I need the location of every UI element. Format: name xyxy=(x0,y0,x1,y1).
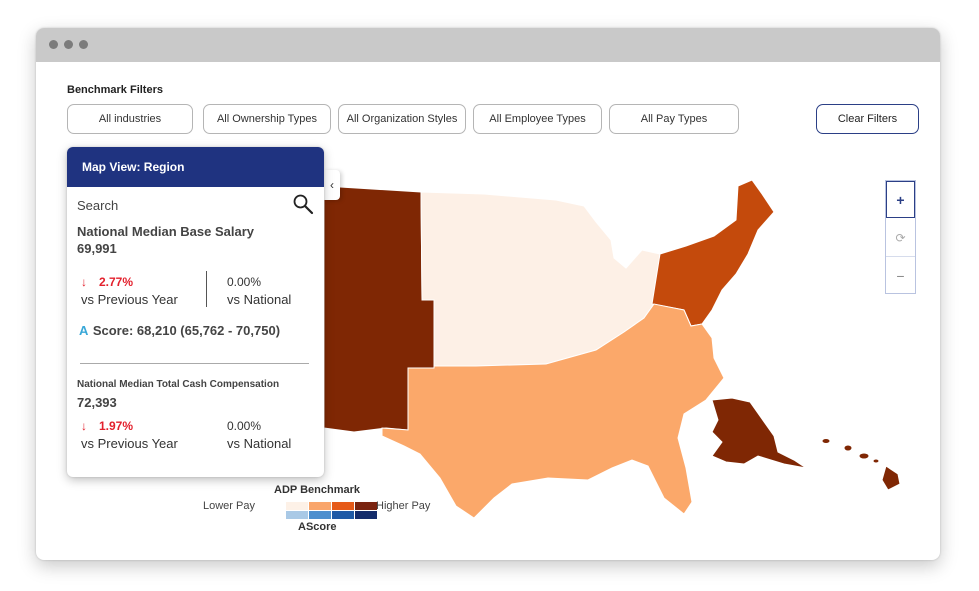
legend-pay-swatch xyxy=(286,502,308,510)
window-dot-icon[interactable] xyxy=(79,40,88,49)
legend-ascore-swatch xyxy=(355,511,377,519)
refresh-icon[interactable]: ⟳ xyxy=(886,219,915,257)
arrow-down-icon: ↓ xyxy=(81,419,87,433)
divider xyxy=(80,363,309,364)
chevron-left-icon[interactable]: ‹ xyxy=(324,170,340,200)
organization-styles-filter-button[interactable]: All Organization Styles xyxy=(338,104,466,134)
legend-ascore-swatch xyxy=(332,511,354,519)
region-hawaii[interactable] xyxy=(821,438,831,444)
legend-lower-pay: Lower Pay xyxy=(203,500,255,512)
zoom-controls: + ⟳ − xyxy=(885,180,916,294)
search-label[interactable]: Search xyxy=(77,198,119,213)
total-cash-nat-pct: 0.00% xyxy=(227,419,262,433)
benchmark-filters-title: Benchmark Filters xyxy=(67,84,163,96)
base-salary-prev-pct: 2.77% xyxy=(99,275,134,289)
window-titlebar xyxy=(36,28,940,62)
total-cash-label: National Median Total Cash Compensation xyxy=(77,379,280,390)
region-hawaii[interactable] xyxy=(881,465,901,491)
map-info-panel: Map View: Region Search National Median … xyxy=(67,147,324,477)
ascore-text: Score: 68,210 (65,762 - 70,750) xyxy=(92,323,281,338)
region-northeast[interactable] xyxy=(651,179,775,327)
window-dot-icon[interactable] xyxy=(64,40,73,49)
legend-ascore-swatch xyxy=(286,511,308,519)
window-dot-icon[interactable] xyxy=(49,40,58,49)
legend-pay-swatch xyxy=(309,502,331,510)
region-hawaii[interactable] xyxy=(843,444,853,452)
employee-types-filter-button[interactable]: All Employee Types xyxy=(473,104,602,134)
region-hawaii[interactable] xyxy=(858,452,870,460)
region-hawaii[interactable] xyxy=(872,458,880,464)
base-salary-label: National Median Base Salary xyxy=(77,224,255,239)
browser-window: Benchmark Filters All industries All Own… xyxy=(36,28,940,560)
panel-header: Map View: Region xyxy=(67,147,324,187)
ownership-types-filter-button[interactable]: All Ownership Types xyxy=(203,104,331,134)
industries-filter-button[interactable]: All industries xyxy=(67,104,193,134)
plus-icon[interactable]: + xyxy=(886,181,915,218)
divider xyxy=(206,271,207,307)
region-south[interactable] xyxy=(381,303,725,519)
total-cash-nat-label: vs National xyxy=(227,436,292,451)
ascore-row: A Score: 68,210 (65,762 - 70,750) xyxy=(79,322,280,340)
clear-filters-button[interactable]: Clear Filters xyxy=(816,104,919,134)
base-salary-nat-label: vs National xyxy=(227,292,292,307)
search-icon[interactable] xyxy=(292,193,314,220)
base-salary-value: 69,991 xyxy=(77,241,117,256)
base-salary-prev-label: vs Previous Year xyxy=(81,292,178,307)
us-region-map xyxy=(323,179,901,519)
ascore-letter: A xyxy=(79,323,89,338)
legend-title: ADP Benchmark xyxy=(274,484,360,496)
total-cash-prev-label: vs Previous Year xyxy=(81,436,178,451)
region-alaska[interactable] xyxy=(711,397,807,469)
arrow-down-icon: ↓ xyxy=(81,275,87,289)
pay-types-filter-button[interactable]: All Pay Types xyxy=(609,104,739,134)
legend-higher-pay: Higher Pay xyxy=(376,500,431,512)
legend-pay-swatch xyxy=(332,502,354,510)
minus-icon[interactable]: − xyxy=(896,267,905,284)
total-cash-prev-pct: 1.97% xyxy=(99,419,134,433)
legend-ascore-swatch xyxy=(309,511,331,519)
legend-pay-swatch xyxy=(355,502,377,510)
total-cash-value: 72,393 xyxy=(77,395,117,410)
legend-ascore-title: AScore xyxy=(298,521,337,533)
base-salary-nat-pct: 0.00% xyxy=(227,275,262,289)
